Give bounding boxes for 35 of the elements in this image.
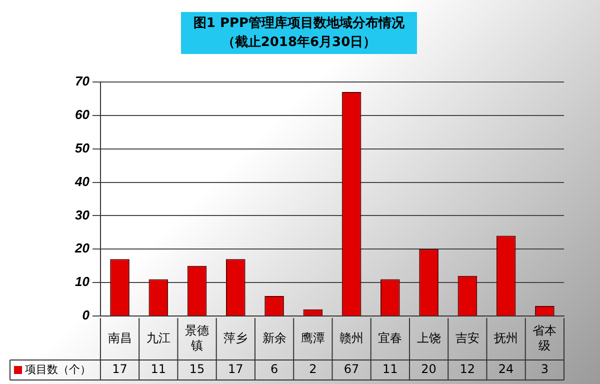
data-label: 6 [270, 362, 278, 376]
data-label: 20 [421, 362, 436, 376]
y-tick-label: 10 [74, 274, 90, 290]
x-tick-label: 萍乡 [224, 331, 248, 346]
chart-title: 图1 PPP管理库项目数地域分布情况 [192, 14, 406, 33]
x-tick-label: 赣州 [340, 331, 364, 346]
y-tick-label: 30 [74, 207, 90, 222]
x-tick-label: 抚州 [493, 331, 518, 346]
data-label: 17 [112, 362, 128, 376]
x-tick-label: 新余 [262, 331, 286, 346]
x-tick-label: 九江 [146, 331, 170, 346]
y-tick-label: 70 [74, 74, 90, 89]
data-label: 17 [228, 362, 244, 376]
y-tick-label: 50 [74, 140, 90, 156]
x-tick-label: 景德镇 [185, 324, 210, 353]
x-tick-label: 南昌 [108, 331, 132, 346]
data-label: 24 [498, 362, 514, 376]
legend-label: 项目数（个） [25, 362, 91, 376]
x-tick-label: 吉安 [455, 331, 480, 346]
data-label: 11 [150, 362, 166, 376]
chart-subtitle: （截止2018年6月30日） [220, 34, 378, 52]
y-tick-label: 40 [74, 174, 90, 189]
y-tick-label: 0 [82, 308, 90, 323]
x-tick-label: 上饶 [416, 331, 441, 346]
x-tick-label: 省本级 [532, 324, 557, 353]
x-tick-label: 鹰潭 [300, 331, 325, 346]
y-tick-label: 60 [74, 107, 90, 122]
data-label: 2 [309, 362, 317, 376]
data-label: 12 [460, 362, 476, 376]
x-tick-label: 宜春 [378, 331, 402, 346]
data-label: 67 [344, 362, 360, 376]
y-tick-label: 20 [74, 240, 90, 256]
data-label: 3 [540, 362, 549, 376]
data-label: 11 [382, 362, 398, 376]
data-label: 15 [189, 362, 205, 376]
